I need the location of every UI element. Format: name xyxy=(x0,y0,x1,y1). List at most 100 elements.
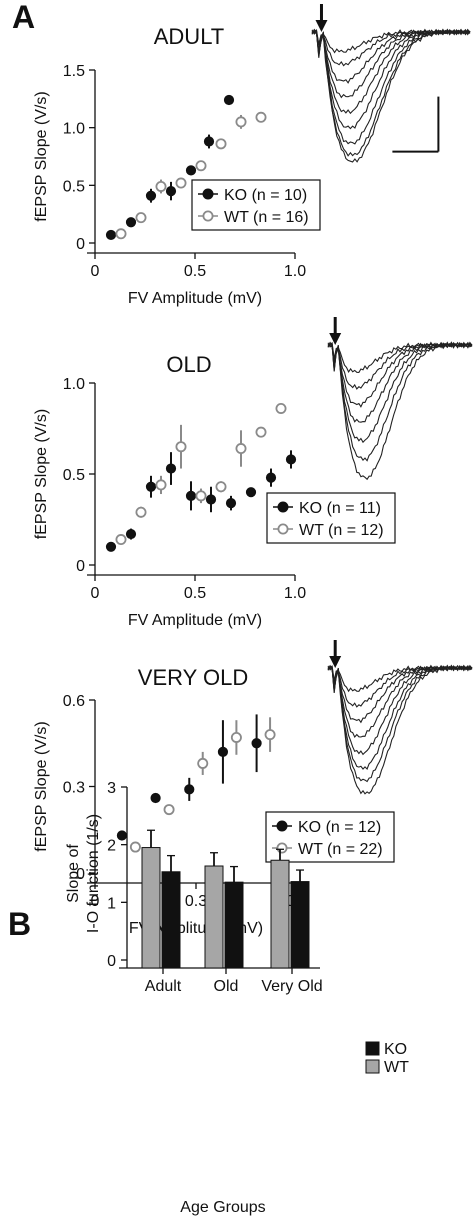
ko-point xyxy=(150,792,161,804)
legend-marker xyxy=(277,523,289,535)
x-tick-label: Adult xyxy=(145,978,182,995)
legend: KO (n = 10) WT (n = 16) xyxy=(191,179,321,231)
y-tick-label: 1.0 xyxy=(63,121,85,138)
wt-point xyxy=(195,490,207,502)
ko-point xyxy=(285,454,297,465)
wt-point xyxy=(255,426,267,438)
legend-label: WT (n = 16) xyxy=(224,209,309,226)
ko-point xyxy=(245,487,257,498)
wt-point xyxy=(230,731,242,743)
ko-point xyxy=(225,498,237,509)
trace-line xyxy=(327,341,472,444)
scatter-chart-1: ADULT 0 0.5 1.0 1.5 0 0.5 1.0 FV Amplitude (mV) f… xyxy=(33,4,471,307)
ko-point xyxy=(265,472,277,483)
ko-point xyxy=(125,217,137,228)
wt-point xyxy=(115,228,127,240)
y-axis-label-line: Slope of xyxy=(65,844,82,903)
wt-point xyxy=(115,534,127,546)
chart-title: ADULT xyxy=(154,24,225,49)
x-tick-label: Old xyxy=(214,978,239,995)
legend-box xyxy=(191,179,321,231)
fepsp-traces xyxy=(311,4,471,163)
chart-title: VERY OLD xyxy=(138,665,248,690)
wt-point xyxy=(135,212,147,224)
bar-ko-very-old xyxy=(290,881,310,969)
fepsp-traces xyxy=(327,640,473,795)
legend-label: KO (n = 12) xyxy=(298,819,381,836)
legend-label: WT xyxy=(384,1059,409,1076)
ko-point xyxy=(116,830,128,841)
fepsp-traces xyxy=(327,317,473,481)
x-tick-label: 0.5 xyxy=(184,263,206,280)
ko-point xyxy=(145,481,157,492)
legend-box xyxy=(265,811,395,863)
bar-ko-old xyxy=(224,881,244,969)
y-tick-label: 1.0 xyxy=(63,376,85,393)
legend: KO (n = 12) WT (n = 22) xyxy=(265,811,395,863)
trace-line xyxy=(327,664,473,756)
legend-label: KO xyxy=(384,1041,407,1058)
legend-label: WT (n = 12) xyxy=(299,522,384,539)
legend-label: WT (n = 22) xyxy=(298,841,383,858)
ko-point xyxy=(203,136,215,147)
y-tick-label: 0 xyxy=(76,558,85,575)
y-tick-label: 0.6 xyxy=(63,693,85,710)
trace-line xyxy=(327,664,473,795)
trace-line xyxy=(327,341,473,462)
wt-point xyxy=(155,479,167,491)
ko-point xyxy=(217,746,229,758)
ko-point xyxy=(165,186,177,197)
wt-point xyxy=(215,481,227,493)
x-tick-label: 0 xyxy=(91,263,100,280)
ko-point xyxy=(105,541,117,552)
ko-point xyxy=(184,784,195,795)
trace-line xyxy=(327,341,473,481)
ko-point xyxy=(105,229,117,241)
wt-point xyxy=(175,441,187,453)
ko-point xyxy=(125,528,137,540)
wt-point xyxy=(163,804,175,816)
wt-point xyxy=(135,506,147,518)
legend-marker xyxy=(202,188,214,200)
trace-line xyxy=(311,28,471,130)
wt-point xyxy=(175,177,187,189)
trace-line xyxy=(327,664,473,708)
ko-point xyxy=(205,494,217,505)
bar-wt-old xyxy=(204,865,224,969)
wt-point xyxy=(195,160,207,172)
trace-line xyxy=(327,664,473,770)
x-tick-label: Very Old xyxy=(261,978,322,995)
trace-line xyxy=(311,28,471,157)
x-tick-label: 0.5 xyxy=(184,585,206,602)
wt-point xyxy=(235,443,247,455)
trace-line xyxy=(327,341,473,390)
legend-label: KO (n = 11) xyxy=(299,500,381,517)
legend-label: KO (n = 10) xyxy=(224,187,307,204)
legend-marker xyxy=(276,820,288,832)
y-axis-label: fEPSP Slope (V/s) xyxy=(33,409,50,539)
ko-point xyxy=(185,490,197,501)
stimulus-arrow-head xyxy=(329,333,342,345)
legend-marker xyxy=(202,210,214,222)
chart-title: OLD xyxy=(166,352,211,377)
wt-point xyxy=(235,116,247,128)
x-tick-label: 0.3 xyxy=(185,893,207,910)
y-axis-label: Slope of I-O function (1/s) xyxy=(65,814,102,933)
bar-wt-adult xyxy=(141,847,161,969)
trace-line xyxy=(327,664,473,738)
y-tick-label: 1 xyxy=(107,895,116,912)
y-axis-label: fEPSP Slope (V/s) xyxy=(33,91,50,221)
x-tick-label: 0 xyxy=(91,893,100,910)
x-axis-label: FV Amplitude (mV) xyxy=(128,612,262,629)
ko-point xyxy=(223,94,235,106)
wt-point xyxy=(255,111,267,123)
panel-label-b: B xyxy=(8,906,31,942)
x-tick-label: 1.0 xyxy=(284,263,306,280)
trace-line xyxy=(311,29,471,163)
ko-point xyxy=(185,165,197,176)
legend: KO (n = 11) WT (n = 12) xyxy=(266,492,396,544)
